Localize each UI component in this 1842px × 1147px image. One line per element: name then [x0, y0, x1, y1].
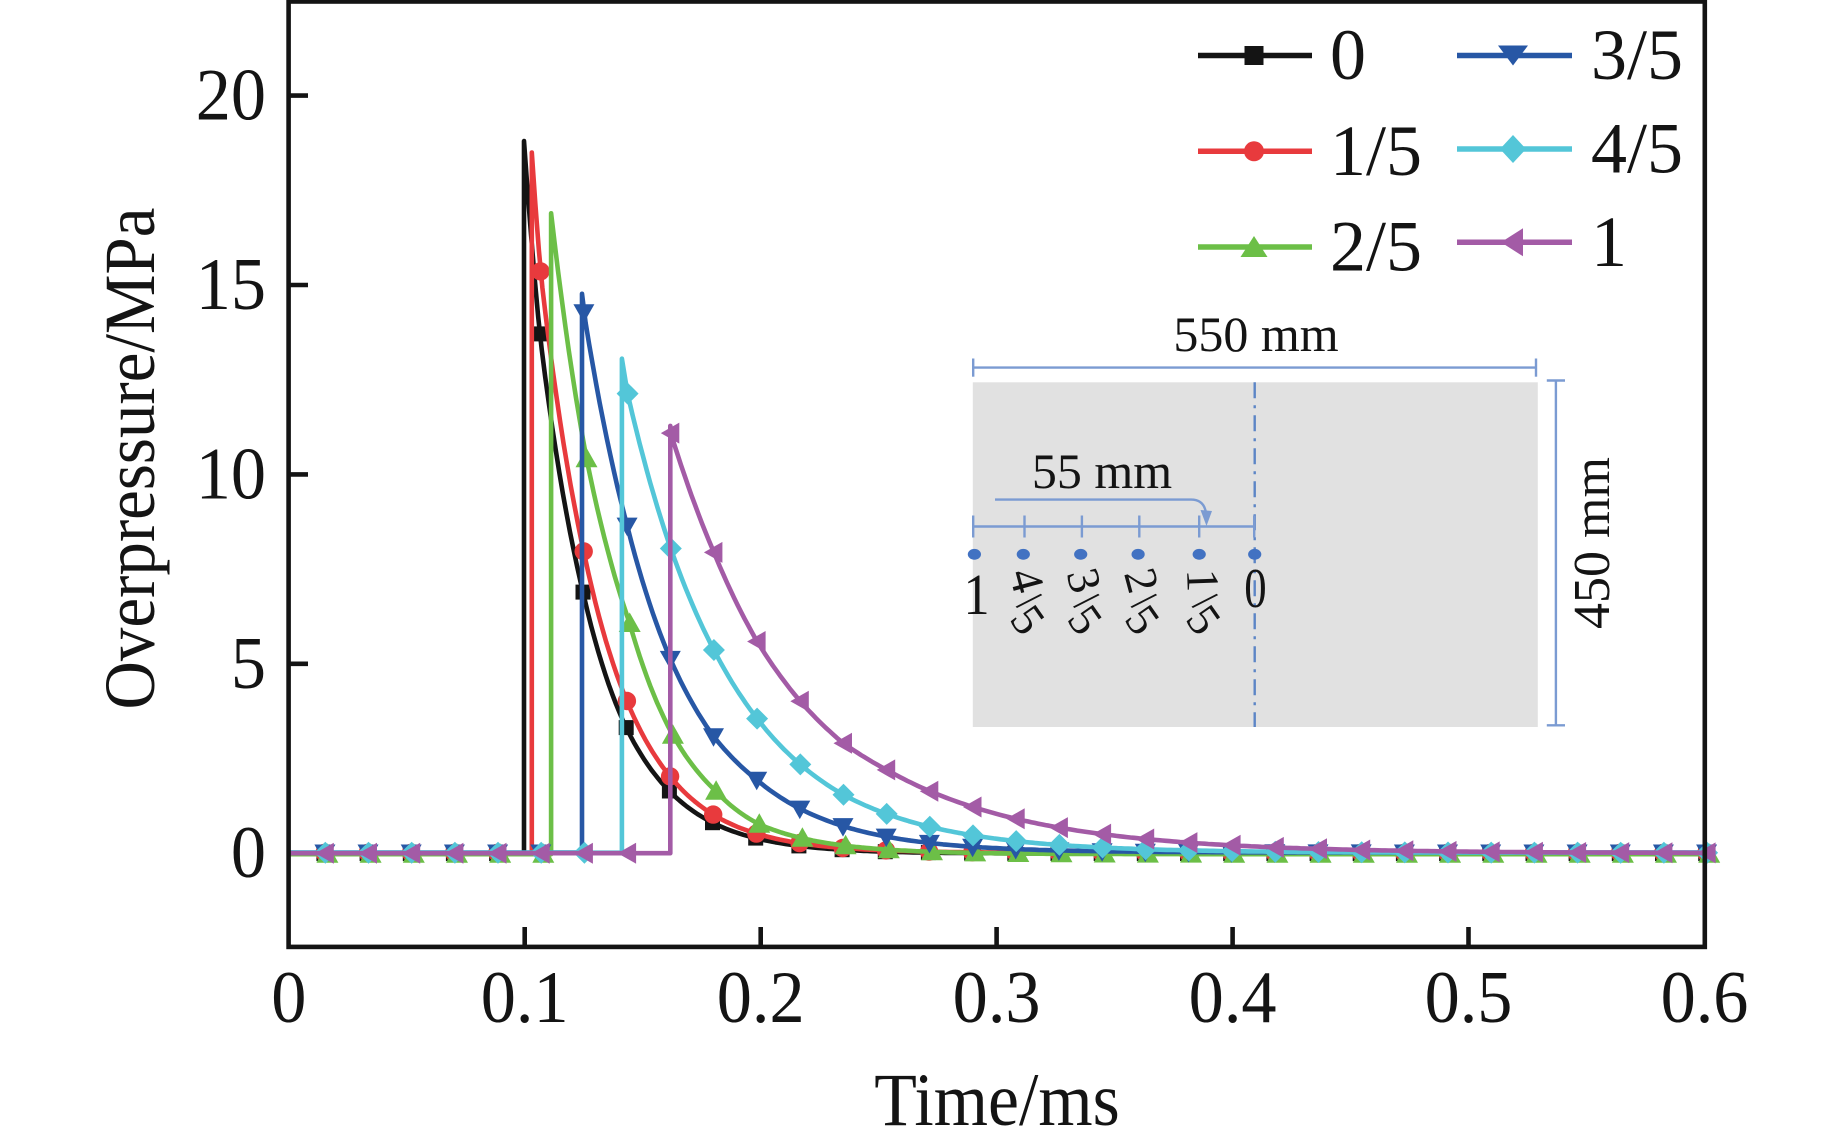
svg-text:0.5: 0.5	[1425, 956, 1513, 1038]
svg-text:550 mm: 550 mm	[1173, 306, 1338, 362]
svg-text:1: 1	[1177, 568, 1229, 593]
svg-text:0: 0	[231, 812, 266, 894]
svg-text:0: 0	[1330, 15, 1366, 95]
svg-text:0: 0	[1244, 557, 1266, 619]
svg-text:3/5: 3/5	[1591, 15, 1683, 95]
svg-text:2/5: 2/5	[1330, 207, 1422, 287]
svg-text:1: 1	[964, 562, 990, 626]
svg-text:450 mm: 450 mm	[1564, 457, 1621, 629]
svg-text:0.4: 0.4	[1189, 956, 1277, 1038]
svg-text:0.3: 0.3	[953, 956, 1041, 1038]
svg-text:0.1: 0.1	[481, 956, 569, 1038]
svg-text:Time/ms: Time/ms	[874, 1058, 1119, 1142]
svg-text:10: 10	[196, 433, 266, 515]
svg-text:55 mm: 55 mm	[1032, 443, 1172, 499]
svg-text:20: 20	[196, 54, 266, 136]
svg-text:1/5: 1/5	[1330, 111, 1422, 191]
svg-text:0: 0	[271, 956, 306, 1038]
svg-text:15: 15	[196, 243, 266, 325]
svg-text:0.6: 0.6	[1661, 956, 1749, 1038]
svg-text:1: 1	[1591, 202, 1627, 282]
svg-text:4/5: 4/5	[1591, 109, 1683, 189]
svg-text:5: 5	[231, 622, 266, 704]
svg-text:Overpressure/MPa: Overpressure/MPa	[91, 208, 171, 710]
svg-text:0.2: 0.2	[717, 956, 805, 1038]
